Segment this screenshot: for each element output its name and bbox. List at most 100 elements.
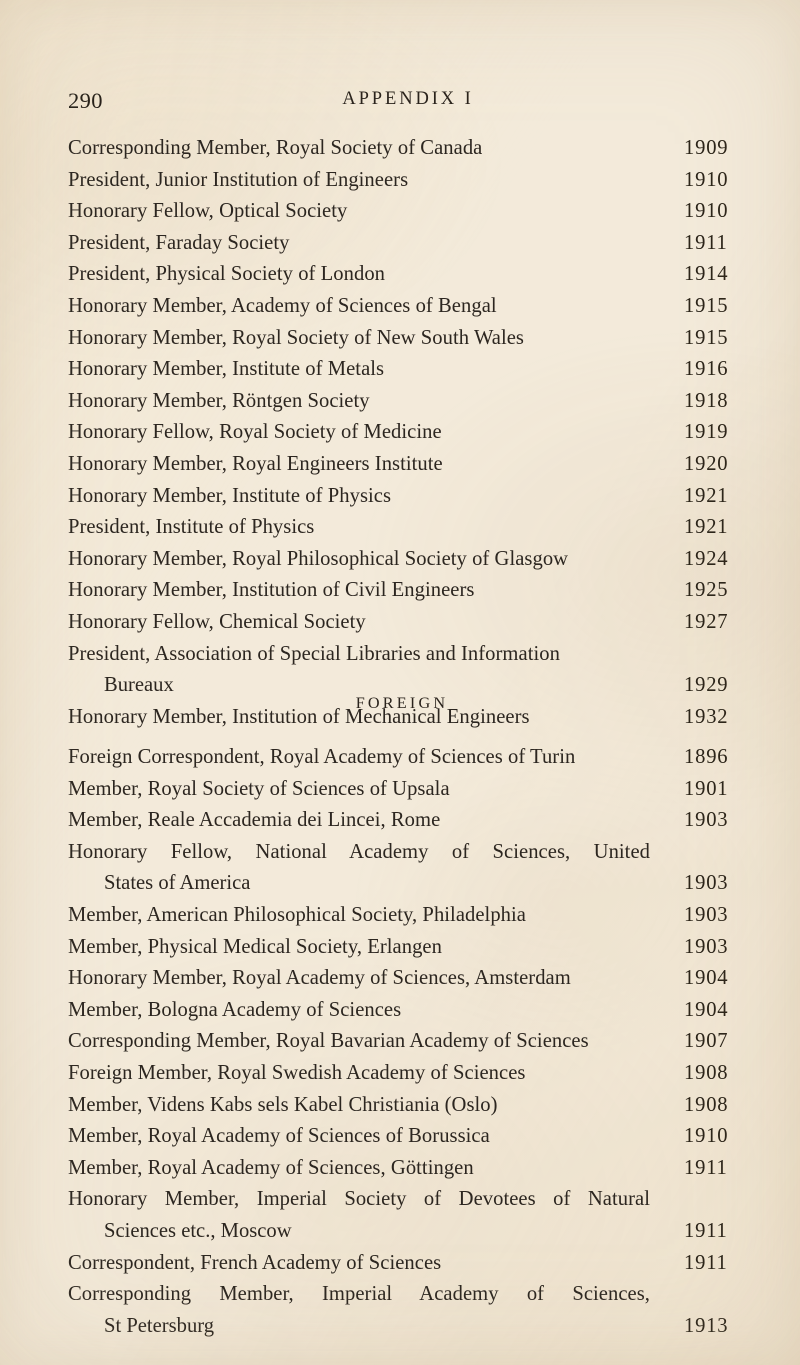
honour-year: 1916 xyxy=(684,358,729,381)
honour-entry: President, Faraday Society 1911 xyxy=(68,228,758,260)
honour-title: President, Association of Special Librar… xyxy=(68,642,560,665)
honour-year: 1903 xyxy=(684,809,729,832)
honour-year: 1911 xyxy=(684,1251,728,1274)
honour-title: Honorary Member, Academy of Sciences of … xyxy=(68,294,497,317)
honour-title: Member, Royal Academy of Sciences of Bor… xyxy=(68,1125,490,1148)
honour-title-continuation: Bureaux xyxy=(104,674,174,697)
honour-entry: Honorary Member, Royal Society of New So… xyxy=(68,323,758,355)
honour-title-continuation: States of America xyxy=(104,872,251,895)
honour-year: 1910 xyxy=(684,168,729,191)
honour-year: 1904 xyxy=(684,967,729,990)
honour-year: 1911 xyxy=(684,231,728,254)
honour-year: 1903 xyxy=(684,903,729,926)
honour-year: 1903 xyxy=(684,872,729,895)
honour-title-continuation: St Petersburg xyxy=(104,1314,215,1337)
honour-entry: Foreign Member, Royal Swedish Academy of… xyxy=(68,1058,758,1090)
honour-entry: Member, Royal Society of Sciences of Ups… xyxy=(68,774,758,806)
honour-year: 1908 xyxy=(684,1061,729,1084)
honour-year: 1910 xyxy=(684,200,729,223)
honour-year: 1921 xyxy=(684,484,729,507)
honour-year: 1908 xyxy=(684,1093,729,1116)
honour-entry: Honorary Member, Institution of Mechanic… xyxy=(68,702,758,734)
honour-entry: Correspondent, French Academy of Science… xyxy=(68,1248,758,1280)
honour-entry: Honorary Fellow, Royal Society of Medici… xyxy=(68,417,758,449)
honour-year: 1901 xyxy=(684,777,729,800)
honour-entry: Honorary Member, Institution of Civil En… xyxy=(68,575,758,607)
honour-year: 1915 xyxy=(684,326,729,349)
honour-year: 1907 xyxy=(684,1030,729,1053)
honour-entry: President, Institute of Physics 1921 xyxy=(68,512,758,544)
honour-title: President, Physical Society of London xyxy=(68,263,386,286)
honour-entry: Member, Physical Medical Society, Erlang… xyxy=(68,932,758,964)
honour-title: Corresponding Member, Royal Bavarian Aca… xyxy=(68,1030,589,1053)
honour-year: 1904 xyxy=(684,998,729,1021)
honour-entry: Corresponding Member, Imperial Academy o… xyxy=(68,1279,758,1342)
honour-title: Honorary Fellow, Optical Society xyxy=(68,200,348,223)
honour-entry: Honorary Member, Institute of Physics 192… xyxy=(68,481,758,513)
honours-list-foreign: Foreign Correspondent, Royal Academy of … xyxy=(68,742,758,1342)
honour-year: 1915 xyxy=(684,294,729,317)
honour-title: Honorary Fellow, Chemical Society xyxy=(68,610,366,633)
honour-entry: President, Junior Institution of Enginee… xyxy=(68,165,758,197)
honour-title: Corresponding Member, Royal Society of C… xyxy=(68,137,483,159)
honour-title: President, Institute of Physics xyxy=(68,516,315,539)
honour-year: 1913 xyxy=(684,1314,729,1337)
honour-title: Honorary Member, Institute of Metals xyxy=(68,358,385,381)
page-number: 290 xyxy=(68,88,103,113)
honour-year: 1918 xyxy=(684,389,729,412)
honour-year: 1914 xyxy=(684,263,729,286)
honour-entry: Honorary Member, Royal Engineers Institu… xyxy=(68,449,758,481)
honour-entry: Honorary Member, Röntgen Society 1918 xyxy=(68,386,758,418)
honour-entry: Member, American Philosophical Society, … xyxy=(68,900,758,932)
honour-entry: Foreign Correspondent, Royal Academy of … xyxy=(68,742,758,774)
honour-year: 1909 xyxy=(684,137,729,159)
honour-title: Member, Royal Academy of Sciences, Götti… xyxy=(68,1156,474,1179)
honour-year: 1903 xyxy=(684,935,729,958)
honour-title: Member, Royal Society of Sciences of Ups… xyxy=(68,777,450,800)
honour-title: Honorary Fellow, Royal Society of Medici… xyxy=(68,421,442,444)
honour-title: President, Junior Institution of Enginee… xyxy=(68,168,409,191)
honour-title: Member, Bologna Academy of Sciences xyxy=(68,998,402,1021)
honour-entry: President, Association of Special Librar… xyxy=(68,639,758,702)
honour-entry: Honorary Member, Imperial Society of Dev… xyxy=(68,1184,758,1247)
honour-entry: Member, Royal Academy of Sciences of Bor… xyxy=(68,1121,758,1153)
honour-title: Honorary Member, Institution of Civil En… xyxy=(68,579,475,602)
honour-title: Honorary Member, Royal Engineers Institu… xyxy=(68,452,443,475)
honour-year: 1896 xyxy=(684,746,729,768)
honour-entry: Honorary Member, Academy of Sciences of … xyxy=(68,291,758,323)
honour-title: Honorary Member, Royal Society of New So… xyxy=(68,326,524,349)
honour-year: 1927 xyxy=(684,610,729,633)
honour-title: Member, Physical Medical Society, Erlang… xyxy=(68,935,442,958)
honour-title: President, Faraday Society xyxy=(68,231,290,254)
honour-entry: Member, Royal Academy of Sciences, Götti… xyxy=(68,1153,758,1185)
honours-list-domestic: Corresponding Member, Royal Society of C… xyxy=(68,133,758,733)
honour-title: Honorary Member, Imperial Society of Dev… xyxy=(68,1188,650,1211)
honour-title: Member, American Philosophical Society, … xyxy=(68,903,526,926)
running-head: 290 APPENDIX I xyxy=(68,88,730,118)
honour-title: Foreign Correspondent, Royal Academy of … xyxy=(68,746,576,768)
honour-title-continuation: Sciences etc., Moscow xyxy=(104,1219,292,1242)
running-head-title: APPENDIX I xyxy=(342,89,474,109)
honour-entry: President, Physical Society of London 191… xyxy=(68,259,758,291)
honour-entry: Member, Reale Accademia dei Lincei, Rome… xyxy=(68,805,758,837)
honour-year: 1911 xyxy=(684,1219,728,1242)
honour-entry: Honorary Member, Institute of Metals 1916 xyxy=(68,354,758,386)
honour-entry: Honorary Member, Royal Philosophical Soc… xyxy=(68,544,758,576)
honour-title: Honorary Member, Royal Academy of Scienc… xyxy=(68,967,571,990)
honour-entry: Corresponding Member, Royal Society of C… xyxy=(68,133,758,165)
honour-title: Honorary Fellow, National Academy of Sci… xyxy=(68,840,650,863)
honour-year: 1929 xyxy=(684,674,729,697)
honour-entry: Corresponding Member, Royal Bavarian Aca… xyxy=(68,1026,758,1058)
honour-year: 1924 xyxy=(684,547,729,570)
honour-year: 1932 xyxy=(684,705,729,728)
honour-entry: Honorary Fellow, National Academy of Sci… xyxy=(68,837,758,900)
honour-title: Member, Videns Kabs sels Kabel Christian… xyxy=(68,1093,498,1116)
honour-year: 1920 xyxy=(684,452,729,475)
honour-title: Foreign Member, Royal Swedish Academy of… xyxy=(68,1061,526,1084)
honour-title: Honorary Member, Institution of Mechanic… xyxy=(68,705,530,728)
honour-entry: Honorary Fellow, Optical Society 1910 xyxy=(68,196,758,228)
honour-year: 1921 xyxy=(684,516,729,539)
honour-year: 1925 xyxy=(684,579,729,602)
honour-title: Corresponding Member, Imperial Academy o… xyxy=(68,1283,650,1306)
